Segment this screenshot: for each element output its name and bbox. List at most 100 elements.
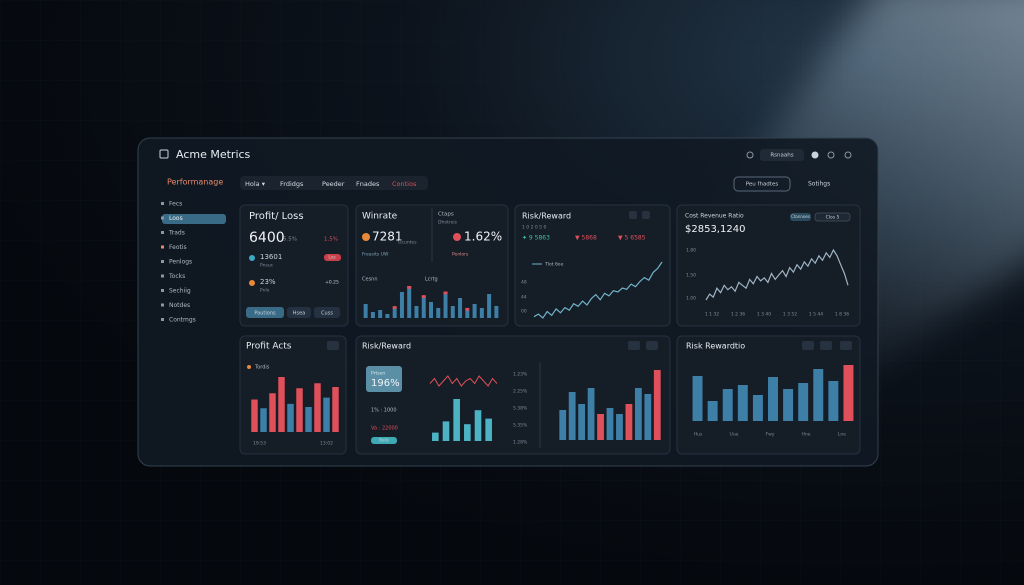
label: Va : 22000 (371, 426, 398, 432)
nav-icon (161, 231, 164, 234)
label: Gcuntes (398, 240, 417, 246)
bar (465, 310, 470, 318)
tab[interactable]: Fnades (356, 180, 380, 188)
bar (414, 306, 419, 318)
card-title: Cost Revenue Ratio (685, 213, 744, 220)
app-title: Acme Metrics (176, 148, 251, 161)
nav-icon (161, 260, 164, 263)
icon[interactable] (827, 151, 835, 159)
bar (287, 403, 294, 432)
bar (644, 394, 652, 440)
button[interactable] (246, 307, 284, 318)
card-title: Winrate (362, 212, 398, 222)
button[interactable] (814, 212, 851, 222)
nav-item[interactable]: Loos (169, 215, 183, 222)
button-label[interactable]: Peu fhadtes (746, 182, 779, 188)
bar (737, 385, 748, 421)
axis-label: 1 3 52 (783, 312, 797, 318)
nav-icon (161, 202, 164, 205)
button-label[interactable]: Rsnaahs (770, 153, 793, 159)
bar (494, 306, 499, 318)
bar (385, 314, 390, 318)
nav-item[interactable]: Tocks (168, 273, 185, 280)
tab[interactable]: Hola ▾ (245, 180, 266, 188)
bar (450, 306, 455, 318)
nav-item[interactable]: Sechiig (169, 288, 191, 295)
bar (443, 291, 448, 295)
bar (559, 410, 567, 440)
nav-item[interactable]: Contmgs (169, 317, 196, 324)
nav-item[interactable]: Feotis (169, 244, 187, 251)
button-label[interactable]: Hsea (293, 311, 306, 317)
icon-button[interactable] (840, 341, 852, 350)
icon-button[interactable] (642, 211, 650, 219)
legend-swatch (247, 365, 251, 369)
nav-item[interactable]: Notdes (169, 302, 190, 309)
icon-button[interactable] (629, 211, 637, 219)
button-label[interactable]: Bells (379, 438, 389, 443)
tag: +0.25 (325, 280, 339, 286)
bar (378, 310, 383, 318)
axis-label: 5.38% (513, 406, 528, 412)
icon-button[interactable] (628, 341, 640, 350)
bar (479, 308, 484, 318)
card-title: Profit Acts (246, 342, 292, 352)
card (676, 204, 861, 327)
legend: Tlot 6oe (544, 262, 564, 268)
bar (392, 308, 397, 318)
action-button[interactable] (733, 176, 791, 192)
tab[interactable]: Frdidgs (280, 180, 304, 188)
nav-icon (161, 245, 164, 249)
button-label[interactable]: Clos 5 (826, 215, 840, 221)
axis-label: 1 2 36 (731, 312, 745, 318)
logo (159, 149, 169, 159)
label: Freasits UW (362, 252, 389, 258)
label: Cesnn (362, 277, 378, 283)
settings-link[interactable]: Sotihgs (808, 181, 830, 188)
icon-button[interactable] (646, 341, 658, 350)
tab-bar[interactable] (240, 176, 428, 190)
label: Pnsuc (260, 263, 274, 269)
button[interactable] (314, 307, 340, 318)
icon[interactable] (811, 151, 819, 159)
nav-item[interactable]: Fecs (169, 201, 182, 208)
axis-label: 1.80 (686, 248, 696, 254)
bar (305, 407, 312, 432)
tab[interactable]: Peeder (322, 180, 345, 188)
bar (314, 383, 321, 432)
label: Ctaps (438, 212, 454, 218)
icon[interactable] (844, 151, 852, 159)
label: Dhotreis (438, 220, 458, 226)
button[interactable] (287, 307, 311, 318)
button[interactable] (790, 213, 811, 221)
bar (442, 421, 450, 441)
button[interactable] (324, 254, 341, 261)
nav-item[interactable]: Trads (168, 230, 185, 237)
label: Prtsen (371, 371, 385, 377)
nav-item[interactable]: Penlogs (169, 259, 192, 266)
bar (597, 414, 604, 440)
axis-label: 13:02 (320, 441, 333, 447)
bar (587, 388, 595, 440)
bar (278, 377, 285, 432)
stat: ▼ 5868 (575, 235, 597, 242)
bar (399, 292, 404, 318)
button[interactable] (371, 437, 397, 444)
badge (366, 366, 402, 392)
bar (407, 286, 412, 318)
line (705, 248, 849, 301)
nav-icon (161, 216, 164, 220)
bar (465, 307, 470, 311)
bar (843, 365, 854, 421)
tab[interactable]: Contios (392, 180, 417, 188)
icon[interactable] (746, 151, 754, 159)
button-label[interactable]: Cuss (321, 311, 333, 317)
top-button[interactable] (760, 149, 804, 161)
card (355, 204, 509, 327)
icon-button[interactable] (802, 341, 814, 350)
icon-button[interactable] (820, 341, 832, 350)
icon-button[interactable] (327, 341, 339, 350)
axis-label: 44 (521, 295, 527, 301)
card (514, 204, 671, 327)
button-label[interactable]: Pautions (254, 311, 276, 317)
